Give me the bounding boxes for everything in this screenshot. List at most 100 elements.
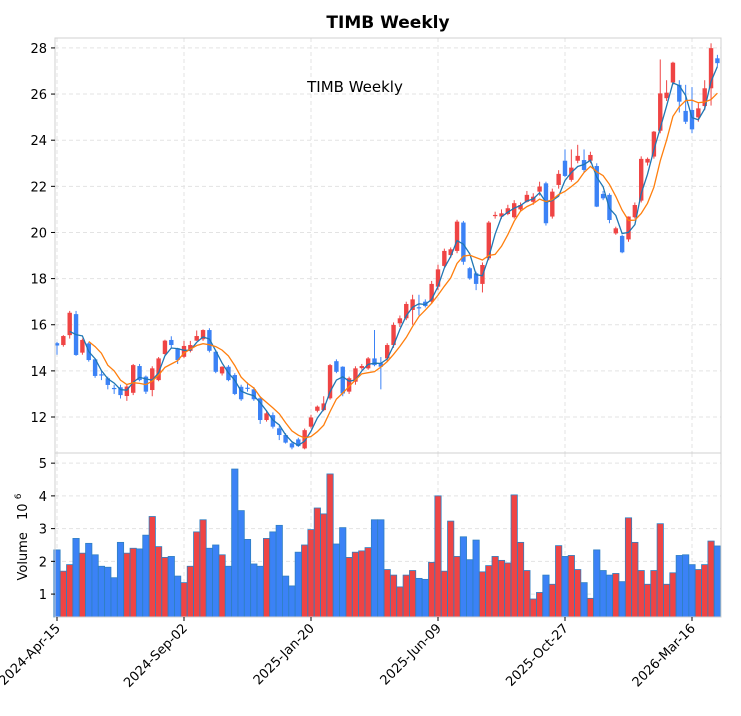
candle-body xyxy=(448,249,453,256)
volume-axis-label: Volume 10 6 xyxy=(14,493,31,580)
candle-body xyxy=(245,387,250,389)
volume-bar xyxy=(129,547,137,618)
candle xyxy=(556,170,561,189)
price-tick-label: 16 xyxy=(30,319,47,334)
candle xyxy=(353,366,358,385)
candle-body xyxy=(467,268,472,279)
volume-bar xyxy=(155,546,163,618)
candle-body xyxy=(238,386,244,400)
volume-tick-label: 1 xyxy=(39,588,47,603)
volume-bar xyxy=(536,592,544,618)
candle xyxy=(200,329,206,341)
volume-bar xyxy=(415,577,423,618)
candle xyxy=(410,294,415,325)
candle xyxy=(92,358,98,378)
candle-body xyxy=(277,428,282,436)
price-tick-label: 12 xyxy=(30,411,47,426)
candle-body xyxy=(124,386,130,397)
volume-tick-label: 4 xyxy=(39,490,47,505)
volume-bars xyxy=(53,468,721,618)
candle-body xyxy=(404,303,409,319)
volume-bar xyxy=(313,507,321,618)
candle-body xyxy=(658,93,663,131)
candle xyxy=(308,414,314,429)
volume-bar xyxy=(174,575,182,618)
volume-bar xyxy=(180,582,188,618)
volume-bar xyxy=(675,555,683,618)
candle-body xyxy=(302,430,307,449)
volume-bar xyxy=(97,565,106,618)
candle xyxy=(715,54,720,67)
svg-text:Volume 10 6: Volume 10 6 xyxy=(14,493,31,580)
candle-body xyxy=(442,250,447,266)
volume-bar xyxy=(586,597,594,618)
volume-bar xyxy=(59,570,67,618)
x-tick-label: 2025-Jan-20 xyxy=(251,621,318,688)
volume-bar xyxy=(402,574,410,618)
candle-body xyxy=(391,324,396,346)
volume-label-base: 10 xyxy=(16,503,31,520)
candle-body xyxy=(588,154,593,161)
candle-body xyxy=(92,359,98,376)
volume-bar xyxy=(351,551,359,618)
candle xyxy=(391,322,396,348)
volume-bar xyxy=(459,536,467,618)
candle-body xyxy=(99,374,104,376)
candle xyxy=(461,220,466,265)
candle-body xyxy=(289,443,295,448)
volume-bar xyxy=(116,541,125,618)
volume-bar xyxy=(161,557,169,618)
candle-body xyxy=(181,345,187,357)
candle-body xyxy=(162,340,168,355)
candle xyxy=(581,149,587,173)
volume-bar xyxy=(612,573,620,618)
candle xyxy=(340,366,345,397)
candle-body xyxy=(353,368,358,382)
candle-body xyxy=(537,186,542,192)
volume-bar xyxy=(548,583,556,618)
candle xyxy=(683,84,688,125)
candles xyxy=(54,43,720,450)
candle-body xyxy=(385,345,390,359)
volume-bar xyxy=(269,531,277,618)
candle-body xyxy=(359,366,364,369)
candle-body xyxy=(677,84,682,102)
candle-body xyxy=(696,108,701,118)
volume-label-text: Volume xyxy=(16,532,31,580)
volume-bar xyxy=(669,572,677,618)
candle xyxy=(619,234,625,254)
volume-bar xyxy=(580,582,588,618)
volume-bar xyxy=(707,540,715,618)
candle xyxy=(258,396,263,424)
price-grid xyxy=(55,38,721,453)
candle xyxy=(111,384,117,394)
volume-bar xyxy=(66,564,74,618)
candle xyxy=(569,149,574,182)
volume-bar xyxy=(212,544,220,618)
volume-bar xyxy=(682,554,690,618)
volume-bar xyxy=(205,547,213,618)
price-axis: 12 14 16 18 20 22 24 26 28 xyxy=(30,42,55,426)
candle-body xyxy=(708,48,714,89)
candle-body xyxy=(575,155,580,161)
candle-body xyxy=(372,358,377,366)
volume-bar xyxy=(288,585,296,618)
candle xyxy=(397,315,403,328)
candle xyxy=(131,363,136,396)
volume-bar xyxy=(199,519,207,618)
candle-body xyxy=(569,167,574,180)
volume-bar xyxy=(85,542,93,618)
candle-body xyxy=(626,216,631,240)
candle-body xyxy=(308,417,314,427)
candle-body xyxy=(543,183,549,224)
candle xyxy=(162,339,168,355)
volume-bar xyxy=(504,562,512,618)
volume-bar xyxy=(78,552,86,618)
volume-bar xyxy=(377,519,385,618)
candle xyxy=(543,181,549,226)
price-tick-label: 14 xyxy=(30,365,47,380)
candle xyxy=(404,301,409,321)
volume-bar xyxy=(370,519,379,618)
volume-bar xyxy=(510,494,518,618)
